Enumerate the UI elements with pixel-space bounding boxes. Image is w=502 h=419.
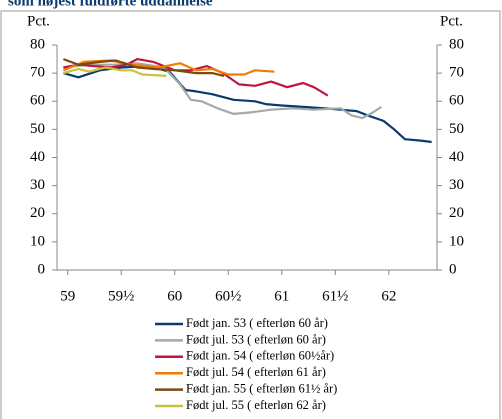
y2-tick-label: 10 <box>449 233 464 249</box>
y-axis-label: Pct. <box>27 13 50 29</box>
frame <box>0 10 501 419</box>
legend-label: Født jul. 53 ( efterløn 60 år) <box>186 332 326 346</box>
y-tick-label: 10 <box>30 233 45 249</box>
y-tick-label: 70 <box>30 65 45 81</box>
y2-tick-label: 80 <box>449 36 464 52</box>
y2-tick-label: 40 <box>449 149 464 165</box>
y2-axis-label: Pct. <box>440 13 463 29</box>
y2-tick-label: 50 <box>449 121 464 137</box>
chart-title: som højest fuldførte uddannelse <box>8 0 213 9</box>
y2-tick-label: 30 <box>449 177 464 193</box>
x-tick-label: 61 <box>274 288 289 304</box>
y-tick-label: 0 <box>38 261 46 277</box>
y-tick-label: 20 <box>30 205 45 221</box>
y-tick-label: 80 <box>30 36 45 52</box>
legend-label: Født jan. 55 ( efterløn 61½ år) <box>186 381 337 395</box>
y-tick-label: 60 <box>30 93 45 109</box>
series-line <box>63 58 225 77</box>
y2-tick-label: 20 <box>449 205 464 221</box>
legend-label: Født jul. 54 ( efterløn 61 år) <box>186 365 326 379</box>
series-line <box>63 66 167 77</box>
y-tick-label: 50 <box>30 121 45 137</box>
y-tick-label: 30 <box>30 177 45 193</box>
x-tick-label: 59½ <box>108 288 134 304</box>
y2-tick-label: 70 <box>449 65 464 81</box>
x-tick-label: 59 <box>60 288 75 304</box>
x-tick-label: 60 <box>167 288 182 304</box>
legend-label: Født jan. 54 ( efterløn 60½år) <box>186 349 334 363</box>
y-tick-label: 40 <box>30 149 45 165</box>
y2-tick-label: 60 <box>449 93 464 109</box>
series-line <box>63 65 432 144</box>
x-tick-label: 62 <box>381 288 396 304</box>
y2-tick-label: 0 <box>449 261 457 277</box>
x-tick-label: 61½ <box>322 288 348 304</box>
legend-label: Født jan. 53 ( efterløn 60 år) <box>186 316 328 330</box>
legend-label: Født jul. 55 ( efterløn 62 år) <box>186 398 326 412</box>
x-tick-label: 60½ <box>215 288 241 304</box>
series-line <box>63 62 382 120</box>
